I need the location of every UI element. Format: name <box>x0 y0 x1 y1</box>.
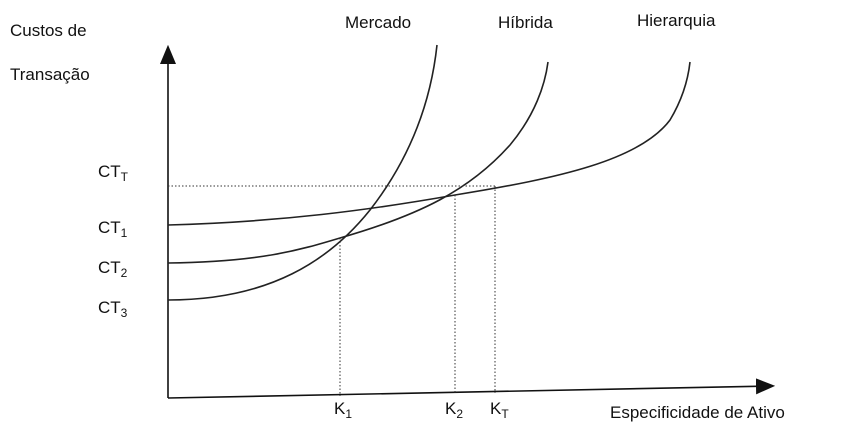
x-axis-label: Especificidade de Ativo <box>610 403 785 422</box>
curve-label: Mercado <box>345 13 411 32</box>
curve-label: Híbrida <box>498 13 553 32</box>
label-sub: 3 <box>121 306 128 320</box>
curve-hibrida <box>167 61 549 264</box>
x-level: K2 <box>445 399 463 421</box>
y-axis-label: Transação <box>10 65 90 84</box>
label-main: CT <box>98 218 121 237</box>
label-main: K <box>334 399 346 418</box>
label-sub: T <box>501 407 509 421</box>
curve-hierarquia <box>167 61 691 226</box>
label-sub: 2 <box>456 407 463 421</box>
y-level: CT3 <box>98 298 128 320</box>
label-main: CT <box>98 162 121 181</box>
y-level: CTT <box>98 162 129 184</box>
x-level: KT <box>490 399 509 421</box>
curve-mercado <box>167 44 438 301</box>
label-sub: 1 <box>121 226 128 240</box>
x-level: K1 <box>334 399 352 421</box>
y-axis-label: Custos de <box>10 21 87 40</box>
label-sub: 1 <box>345 407 352 421</box>
label-main: K <box>490 399 502 418</box>
label-main: K <box>445 399 457 418</box>
y-level: CT2 <box>98 258 128 280</box>
label-sub: T <box>121 170 129 184</box>
label-main: CT <box>98 298 121 317</box>
label-main: CT <box>98 258 121 277</box>
label-sub: 2 <box>121 266 128 280</box>
y-level: CT1 <box>98 218 128 240</box>
curve-label: Hierarquia <box>637 11 716 30</box>
x-axis <box>167 378 776 399</box>
